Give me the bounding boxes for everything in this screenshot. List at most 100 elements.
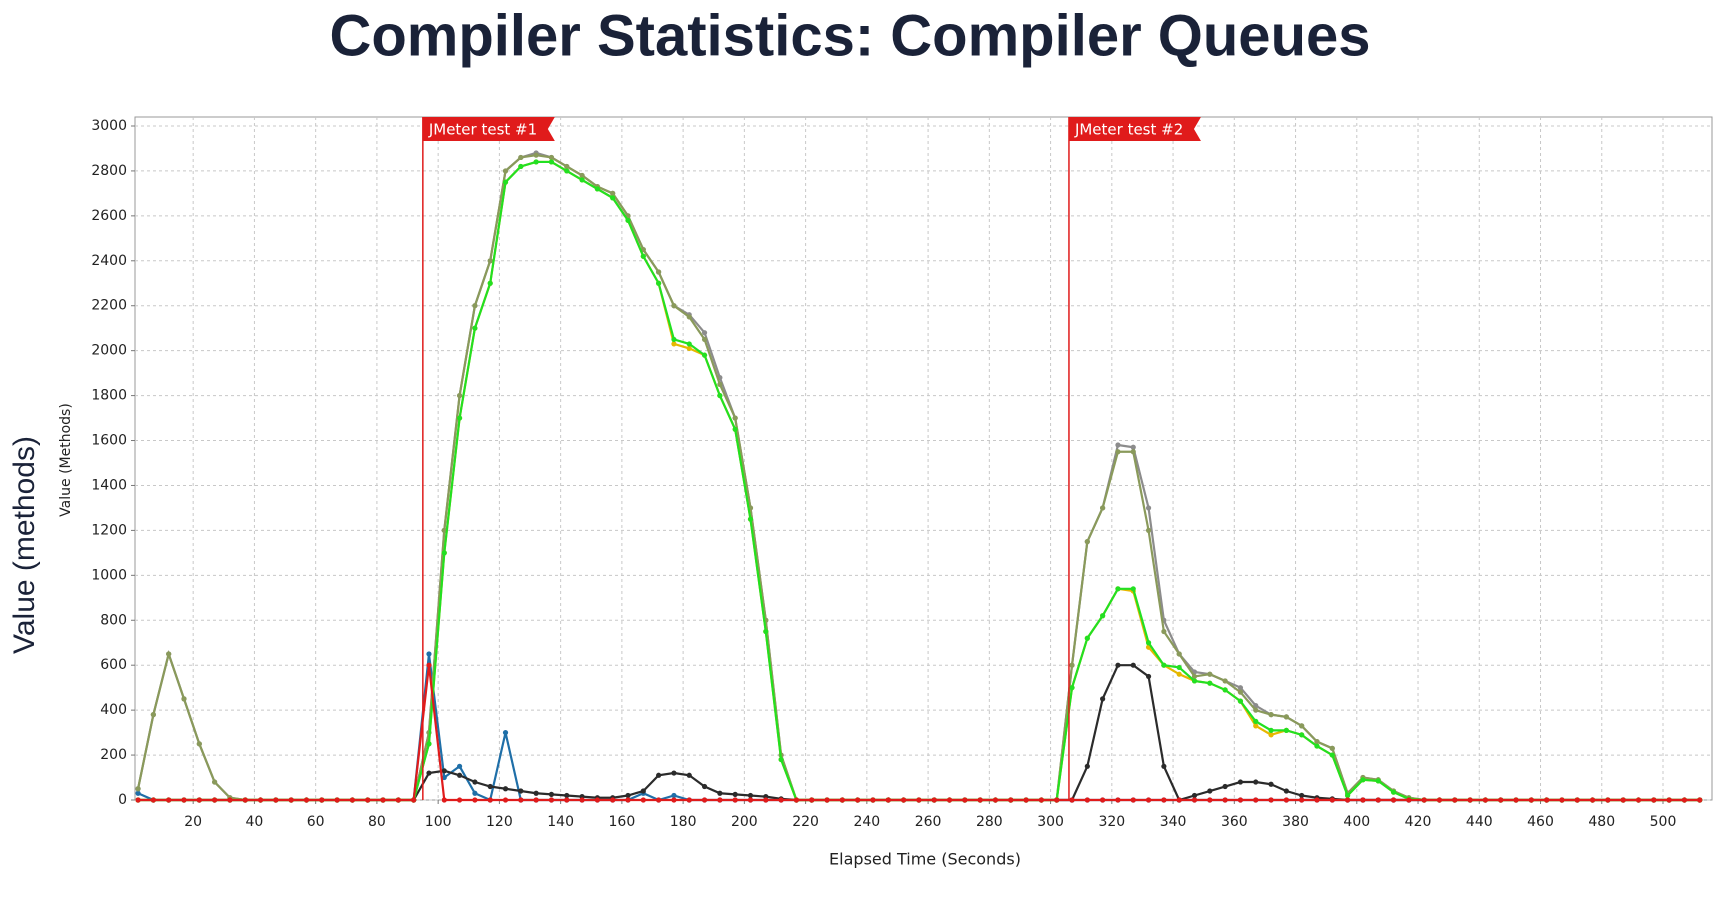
x-tick-label: 260 — [915, 814, 942, 830]
x-tick-label: 500 — [1650, 814, 1677, 830]
point — [1237, 797, 1244, 803]
point — [518, 797, 524, 803]
point — [1176, 651, 1182, 657]
point — [870, 797, 876, 803]
y-tick-label: 800 — [100, 612, 127, 628]
point — [564, 163, 570, 170]
point — [1145, 527, 1152, 533]
x-tick-label: 160 — [609, 814, 636, 830]
point — [502, 179, 509, 185]
point — [1191, 673, 1198, 680]
point — [1253, 718, 1259, 724]
point — [1161, 763, 1167, 769]
point — [472, 325, 478, 331]
y-tick-label: 2800 — [91, 163, 127, 179]
x-tick-label: 420 — [1405, 814, 1432, 830]
y-tick-label: 2200 — [91, 298, 127, 314]
point — [150, 797, 156, 803]
point — [686, 341, 692, 347]
point — [1283, 714, 1289, 720]
plot-area — [134, 116, 1713, 801]
point — [1191, 678, 1198, 684]
point — [1268, 781, 1274, 787]
point — [1299, 797, 1305, 803]
point — [1145, 797, 1152, 803]
point — [1069, 662, 1075, 668]
point — [1084, 763, 1090, 769]
point — [1467, 797, 1473, 803]
point — [1635, 797, 1642, 803]
point — [701, 797, 708, 803]
point — [1268, 712, 1274, 718]
point — [1191, 792, 1198, 799]
y-tick-label: 1200 — [91, 522, 127, 538]
point — [472, 779, 478, 785]
point — [1130, 586, 1136, 592]
x-tick-label: 60 — [307, 814, 325, 830]
point — [212, 797, 218, 803]
point — [625, 217, 631, 223]
y-tick-label: 0 — [118, 792, 127, 808]
point — [1314, 797, 1320, 803]
point — [1482, 797, 1489, 803]
point — [426, 662, 432, 668]
point — [1345, 792, 1351, 799]
point — [380, 797, 386, 803]
point — [1191, 797, 1198, 803]
point — [1222, 687, 1228, 693]
point — [1299, 792, 1305, 799]
y-tick-label: 2600 — [91, 208, 127, 224]
point — [395, 797, 401, 803]
point — [824, 797, 830, 803]
point — [1574, 797, 1580, 803]
point — [242, 797, 248, 803]
x-tick-label: 340 — [1160, 814, 1187, 830]
point — [502, 797, 509, 803]
y-tick-label: 1000 — [91, 567, 127, 583]
x-tick-label: 180 — [670, 814, 697, 830]
x-tick-label: 80 — [368, 814, 386, 830]
point — [717, 392, 723, 399]
point — [1452, 797, 1458, 803]
point — [502, 786, 509, 792]
x-tick-label: 200 — [731, 814, 758, 830]
point — [656, 269, 662, 275]
y-tick-label: 600 — [100, 657, 127, 673]
y-tick-label: 1400 — [91, 477, 127, 493]
point — [487, 783, 493, 790]
point — [227, 797, 233, 803]
point — [656, 772, 662, 778]
point — [1084, 539, 1090, 545]
point — [1299, 732, 1305, 738]
x-tick-label: 120 — [486, 814, 513, 830]
x-tick-label: 400 — [1343, 814, 1370, 830]
point — [686, 314, 692, 320]
point — [686, 345, 692, 352]
point — [487, 280, 493, 286]
point — [701, 352, 708, 358]
point — [1268, 732, 1274, 738]
point — [166, 651, 172, 657]
point — [962, 797, 968, 803]
x-tick-label: 320 — [1098, 814, 1125, 830]
point — [1375, 797, 1381, 803]
point — [135, 786, 141, 792]
point — [1222, 678, 1228, 684]
point — [1130, 662, 1136, 668]
x-tick-label: 100 — [425, 814, 452, 830]
point — [1620, 797, 1626, 803]
point — [1498, 797, 1504, 803]
x-tick-label: 360 — [1221, 814, 1248, 830]
annotation-label: JMeter test #1 — [428, 121, 537, 139]
point — [1100, 696, 1106, 702]
point — [1406, 797, 1412, 803]
point — [640, 253, 646, 259]
point — [977, 797, 983, 803]
point — [135, 790, 141, 796]
point — [1544, 797, 1550, 803]
point — [1360, 797, 1366, 803]
point — [763, 797, 769, 803]
point — [747, 797, 754, 803]
point — [1069, 685, 1075, 691]
